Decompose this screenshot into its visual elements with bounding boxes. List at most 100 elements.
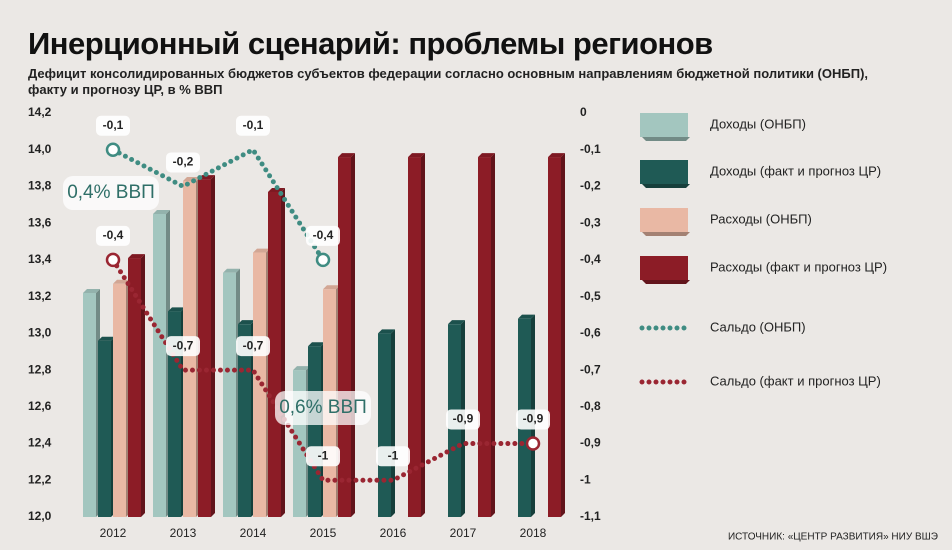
- bar: [478, 157, 491, 517]
- y-tick-label: 14,2: [28, 105, 52, 119]
- bar-top: [548, 153, 565, 158]
- legend-swatch: [640, 160, 688, 184]
- bar-side: [561, 153, 565, 517]
- data-label-box: [166, 152, 200, 173]
- data-label: -0,4: [313, 228, 334, 242]
- bar: [378, 333, 391, 517]
- legend-label: Доходы (ОНБП): [710, 116, 806, 131]
- data-label-box: [306, 446, 340, 467]
- data-label: -0,2: [173, 155, 194, 169]
- bar-top: [198, 175, 215, 180]
- legend-label: Доходы (факт и прогноз ЦР): [710, 163, 881, 178]
- x-tick-label: 2014: [240, 526, 267, 540]
- bar-top: [323, 285, 340, 290]
- y-tick-label: 14,0: [28, 142, 52, 156]
- data-label: -1: [388, 448, 399, 462]
- line: [110, 146, 326, 263]
- y2-tick-label: -0,4: [580, 252, 601, 266]
- y-tick-label: 12,6: [28, 399, 52, 413]
- y-tick-label: 13,6: [28, 215, 52, 229]
- bar-top: [518, 314, 535, 319]
- bar: [113, 283, 126, 517]
- y-tick-label: 12,4: [28, 436, 52, 450]
- y2-tick-label: -0,2: [580, 179, 601, 193]
- y-tick-label: 12,0: [28, 509, 52, 523]
- bar: [198, 179, 211, 518]
- bar-side: [281, 187, 285, 518]
- line-end-marker: [525, 436, 541, 451]
- y2-tick-label: -0,3: [580, 215, 601, 229]
- legend-swatch: [640, 113, 688, 137]
- bar: [408, 157, 421, 517]
- bar-top: [238, 320, 255, 325]
- bar: [308, 346, 321, 517]
- data-label-box: [376, 446, 410, 467]
- legend-swatch: [640, 208, 688, 232]
- line: [110, 257, 536, 483]
- data-label-box: [236, 336, 270, 357]
- legend-swatch-side: [642, 184, 690, 188]
- data-label-box: [446, 409, 480, 430]
- y2-tick-label: -0,1: [580, 142, 601, 156]
- bar-top: [408, 153, 425, 158]
- bar-top: [253, 248, 270, 253]
- bar: [153, 214, 166, 517]
- bar: [128, 258, 141, 517]
- y-tick-label: 13,0: [28, 326, 52, 340]
- data-label-box: [166, 336, 200, 357]
- data-label-box: [306, 225, 340, 246]
- annotation: 0,6% ВВП: [279, 397, 367, 418]
- chart-title: Инерционный сценарий: проблемы регионов: [28, 26, 713, 61]
- legend-swatch-side: [642, 232, 690, 236]
- x-tick-label: 2015: [310, 526, 337, 540]
- y-tick-label: 12,8: [28, 362, 52, 376]
- data-label-box: [96, 115, 130, 136]
- bar-top: [128, 254, 145, 259]
- bar-top: [338, 153, 355, 158]
- y-tick-label: 13,2: [28, 289, 52, 303]
- bar: [268, 191, 281, 518]
- bar-side: [141, 254, 145, 517]
- data-label: -0,1: [103, 118, 124, 132]
- bar-top: [223, 268, 240, 273]
- bar-top: [293, 366, 310, 371]
- data-label: -0,9: [453, 412, 474, 426]
- data-label-box: [236, 115, 270, 136]
- bar-side: [421, 153, 425, 517]
- bar-top: [168, 307, 185, 312]
- bar-top: [153, 210, 170, 214]
- bar: [98, 340, 111, 517]
- bar-top: [98, 336, 115, 341]
- y2-tick-label: -0,7: [580, 362, 601, 376]
- legend-label: Расходы (факт и прогноз ЦР): [710, 259, 887, 274]
- legend-label: Расходы (ОНБП): [710, 211, 812, 226]
- y-tick-label: 13,8: [28, 179, 52, 193]
- x-tick-label: 2017: [450, 526, 477, 540]
- data-label: -1: [318, 448, 329, 462]
- x-tick-label: 2012: [100, 526, 127, 540]
- bar-top: [378, 329, 395, 334]
- data-label-box: [516, 409, 550, 430]
- data-label: -0,4: [103, 228, 124, 242]
- line-end-marker: [105, 252, 121, 268]
- chart-subtitle: Дефицит консолидированных бюджетов субъе…: [28, 66, 869, 97]
- x-tick-label: 2016: [380, 526, 407, 540]
- bar-side: [391, 329, 395, 517]
- x-tick-label: 2018: [520, 526, 547, 540]
- y2-tick-label: -0,6: [580, 326, 601, 340]
- data-label-box: [96, 225, 130, 246]
- data-label: -0,7: [173, 338, 194, 352]
- bar: [548, 157, 561, 517]
- bar-top: [308, 342, 325, 347]
- data-label: -0,9: [523, 412, 544, 426]
- legend-label: Сальдо (ОНБП): [710, 319, 806, 334]
- bar-top: [448, 320, 465, 325]
- y2-tick-label: -1: [580, 472, 591, 486]
- x-tick-label: 2013: [170, 526, 197, 540]
- bar-side: [351, 153, 355, 517]
- y2-tick-label: -0,9: [580, 436, 601, 450]
- bar-side: [491, 153, 495, 517]
- data-label: -0,7: [243, 338, 264, 352]
